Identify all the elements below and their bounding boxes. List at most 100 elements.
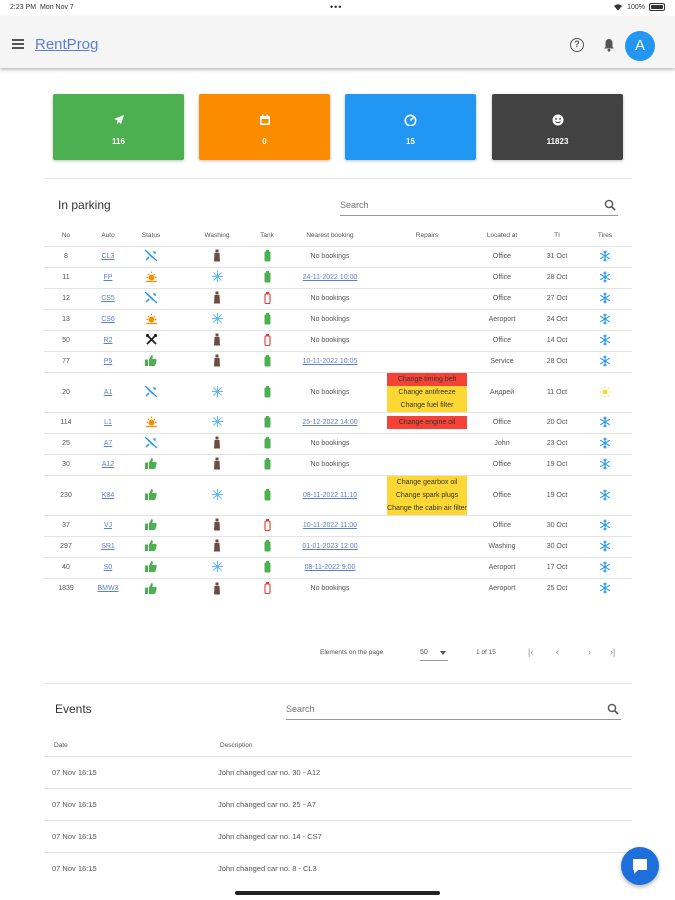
col-location[interactable]: Located at <box>486 232 518 240</box>
table-row[interactable]: 50 R2 No bookings Office 14 Oct <box>44 329 632 351</box>
booking-link[interactable]: 01-01-2023 12:00 <box>302 543 358 550</box>
cell-auto: FP <box>88 266 128 288</box>
table-row[interactable]: 25 A7 No bookings John 23 Oct <box>44 432 632 454</box>
car-link[interactable]: CS6 <box>101 316 115 323</box>
table-row[interactable]: 07 Nov 16:15 John changed car no. 25 - A7 <box>44 787 632 820</box>
table-row[interactable]: 8 CL3 No bookings Office 31 Oct <box>44 245 632 267</box>
booking-link[interactable]: 25-12-2022 14:00 <box>302 419 358 426</box>
col-tank[interactable]: Tank <box>260 232 274 240</box>
table-row[interactable]: 37 VJ 10-11-2022 11:00 Office 30 Oct <box>44 514 632 536</box>
car-link[interactable]: S0 <box>103 564 113 571</box>
col-washing[interactable]: Washing <box>204 232 230 240</box>
search-icon[interactable] <box>604 199 616 211</box>
col-ti[interactable]: TI <box>554 232 560 240</box>
table-row[interactable]: 1839 BMW3 No bookings Aeroport 25 Oct <box>44 577 632 599</box>
cell-booking: No bookings <box>274 245 386 267</box>
table-row[interactable]: 297 SR1 01-01-2023 12:00 Washing 30 Oct <box>44 535 632 557</box>
repair-badge[interactable]: Change timing belt <box>387 372 467 386</box>
repair-badge[interactable]: Change the cabin air filter <box>387 501 467 515</box>
parking-search-input[interactable] <box>340 196 618 214</box>
app-title[interactable]: RentProg <box>35 36 99 53</box>
col-date[interactable]: Date <box>54 742 68 750</box>
car-link[interactable]: CL3 <box>101 253 115 260</box>
stat-card-trips[interactable]: 116 <box>53 94 184 160</box>
col-auto[interactable]: Auto <box>101 232 115 240</box>
multitask-dots[interactable]: ••• <box>330 2 343 12</box>
first-page-icon[interactable]: |‹ <box>528 647 534 657</box>
tank-full-icon-cell <box>260 266 274 288</box>
repair-badge[interactable]: Change antifreeze <box>387 385 467 399</box>
menu-icon[interactable] <box>12 39 24 49</box>
stat-card-mileage[interactable]: 15 <box>345 94 476 160</box>
repair-badge[interactable]: Change engine oil <box>387 416 467 429</box>
table-row[interactable]: 07 Nov 16:15 John changed car no. 30 - A1… <box>44 755 632 788</box>
repair-badge[interactable]: Change fuel filter <box>387 398 467 412</box>
col-no[interactable]: No <box>61 232 71 240</box>
car-link[interactable]: L1 <box>104 419 112 426</box>
cell-auto: BMW3 <box>88 577 128 599</box>
cell-location: Washing <box>468 535 536 557</box>
booking-link[interactable]: 08-11-2022 9:00 <box>304 564 356 571</box>
home-indicator[interactable] <box>235 891 440 895</box>
col-repairs[interactable]: Repairs <box>415 232 439 240</box>
car-link[interactable]: K84 <box>101 491 115 499</box>
car-link[interactable]: A1 <box>103 388 113 396</box>
parking-search[interactable] <box>340 196 618 216</box>
booking-link[interactable]: 10-11-2022 10:05 <box>302 358 358 365</box>
car-link[interactable]: P5 <box>103 358 113 365</box>
per-page-select[interactable]: 50 <box>420 645 448 661</box>
next-page-icon[interactable]: › <box>588 647 591 657</box>
stat-cards: 116 0 15 11823 <box>53 94 623 160</box>
table-row[interactable]: 77 P5 10-11-2022 10:05 Service 28 Oct <box>44 350 632 372</box>
car-link[interactable]: BMW3 <box>97 585 119 593</box>
car-link[interactable]: CS5 <box>101 295 115 302</box>
thumbs-up-icon-cell <box>128 556 174 578</box>
snowflake-icon <box>599 581 611 595</box>
table-row[interactable]: 40 S0 08-11-2022 9:00 Aeroport 17 Oct <box>44 556 632 578</box>
car-link[interactable]: A12 <box>101 461 115 468</box>
car-link[interactable]: SR1 <box>101 543 115 550</box>
last-page-icon[interactable]: ›| <box>610 647 616 657</box>
table-row[interactable]: 07 Nov 16:15 John changed car no. 8 - CL3 <box>44 851 632 884</box>
car-link[interactable]: A7 <box>103 440 113 447</box>
cell-repairs <box>386 308 468 330</box>
search-icon[interactable] <box>607 703 619 715</box>
cell-booking: No bookings <box>274 371 386 412</box>
bell-icon[interactable] <box>603 38 615 52</box>
cell-repairs: Change timing belt Change antifreeze Chang… <box>386 371 468 412</box>
help-icon[interactable]: ? <box>570 38 584 52</box>
table-row[interactable]: 11 FP 24-11-2022 10:00 Office 28 Oct <box>44 266 632 288</box>
table-row[interactable]: 20 A1 No bookings Change timing belt Change … <box>44 371 632 412</box>
stat-card-bookings[interactable]: 0 <box>199 94 330 160</box>
snowflake-icon-cell <box>578 411 632 433</box>
col-description[interactable]: Description <box>220 742 253 750</box>
not-available-icon <box>144 384 158 398</box>
stat-card-clients[interactable]: 11823 <box>492 94 623 160</box>
event-date: 07 Nov 16:15 <box>44 787 210 820</box>
events-search[interactable] <box>286 700 621 720</box>
col-status[interactable]: Status <box>141 232 161 240</box>
prev-page-icon[interactable]: ‹ <box>556 647 559 657</box>
table-row[interactable]: 07 Nov 16:15 John changed car no. 14 - CS… <box>44 819 632 852</box>
repair-badge[interactable]: Change spark plugs <box>387 488 467 502</box>
col-booking[interactable]: Nearest booking <box>306 232 354 240</box>
col-tires[interactable]: Tires <box>597 232 613 240</box>
table-row[interactable]: 230 K84 08-11-2022 11:10 Change gearbox oil… <box>44 474 632 515</box>
events-search-input[interactable] <box>286 700 621 718</box>
booking-link[interactable]: 10-11-2022 11:00 <box>302 522 358 529</box>
booking-link[interactable]: 08-11-2022 11:10 <box>302 491 358 499</box>
dirty-icon <box>213 539 221 553</box>
booking-link[interactable]: 24-11-2022 10:00 <box>302 274 358 281</box>
car-link[interactable]: FP <box>103 274 113 281</box>
tank-full-icon <box>264 457 271 471</box>
table-row[interactable]: 114 L1 25-12-2022 14:00 Change engine oil Of… <box>44 411 632 433</box>
repair-badge[interactable]: Change gearbox oil <box>387 475 467 489</box>
chat-button[interactable] <box>621 847 659 885</box>
table-row[interactable]: 13 CS6 No bookings Aeroport 24 Oct <box>44 308 632 330</box>
table-row[interactable]: 12 CS5 No bookings Office 27 Oct <box>44 287 632 309</box>
cell-location: Aeroport <box>468 577 536 599</box>
avatar[interactable]: A <box>625 31 655 61</box>
table-row[interactable]: 30 A12 No bookings Office 19 Oct <box>44 453 632 475</box>
car-link[interactable]: VJ <box>103 522 113 529</box>
car-link[interactable]: R2 <box>103 337 113 344</box>
